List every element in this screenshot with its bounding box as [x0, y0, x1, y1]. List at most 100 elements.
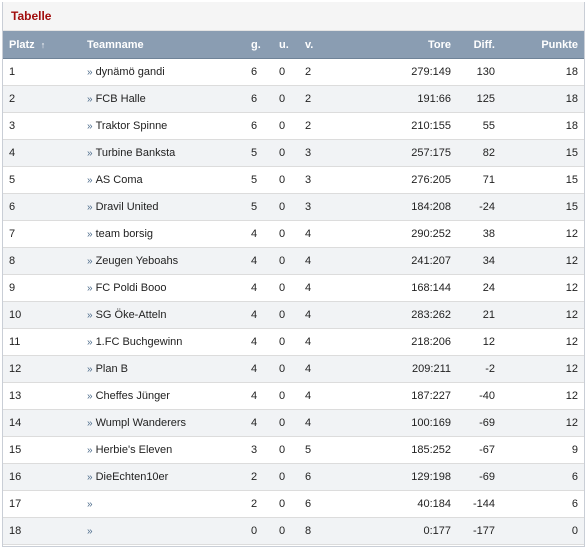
column-header-diff[interactable]: Diff.: [457, 31, 501, 59]
team-link[interactable]: » FCB Halle: [87, 93, 146, 105]
cell-platz: 4: [3, 139, 81, 167]
team-link[interactable]: » team borsig: [87, 228, 153, 240]
cell-platz: 13: [3, 382, 81, 410]
cell-platz: 12: [3, 355, 81, 383]
cell-tore: 290:252: [377, 220, 457, 248]
cell-value-punkte: 18: [565, 93, 578, 105]
cell-tore: 191:66: [377, 85, 457, 113]
cell-team: » Herbie's Eleven: [81, 436, 245, 464]
column-header-v[interactable]: v.: [299, 31, 377, 59]
double-chevron-right-icon: »: [87, 309, 93, 321]
cell-team: » 1.FC Buchgewinn: [81, 328, 245, 356]
column-header-g[interactable]: g.: [245, 31, 273, 59]
team-link[interactable]: » Wumpl Wanderers: [87, 417, 186, 429]
cell-value-u: 0: [279, 201, 286, 213]
cell-g: 6: [245, 85, 273, 113]
column-header-teamname[interactable]: Teamname: [81, 31, 245, 59]
cell-team: » Traktor Spinne: [81, 112, 245, 140]
team-link[interactable]: » Cheffes Jünger: [87, 390, 170, 402]
cell-tore: 100:169: [377, 409, 457, 437]
cell-value-u: 0: [279, 471, 286, 483]
team-name: 1.FC Buchgewinn: [95, 336, 183, 349]
column-header-punkte[interactable]: Punkte: [501, 31, 584, 59]
team-name: AS Coma: [95, 174, 143, 187]
cell-g: 5: [245, 193, 273, 221]
cell-value-tore: 40:184: [417, 498, 451, 510]
cell-value-punkte: 12: [565, 228, 578, 240]
cell-value-u: 0: [279, 525, 286, 537]
team-link[interactable]: » Plan B: [87, 363, 128, 375]
cell-value-g: 0: [251, 525, 258, 537]
cell-value-u: 0: [279, 255, 286, 267]
cell-value-tore: 283:262: [411, 309, 451, 321]
table-row: 7 » team borsig 4 0 4 290:252 38 12: [3, 220, 584, 248]
cell-u: 0: [273, 274, 299, 302]
cell-g: 4: [245, 220, 273, 248]
team-link[interactable]: » AS Coma: [87, 174, 143, 186]
cell-value-tore: 100:169: [411, 417, 451, 429]
cell-value-diff: -40: [479, 390, 495, 402]
cell-u: 0: [273, 517, 299, 545]
cell-value-v: 2: [305, 120, 312, 132]
team-link[interactable]: » DieEchten10er: [87, 471, 168, 483]
cell-diff: 21: [457, 301, 501, 329]
cell-platz: 11: [3, 328, 81, 356]
cell-value-v: 2: [305, 66, 312, 78]
team-link[interactable]: » Turbine Banksta: [87, 147, 175, 159]
team-link[interactable]: » Herbie's Eleven: [87, 444, 172, 456]
column-header-platz[interactable]: Platz ↑: [3, 31, 81, 59]
team-name: dynämö gandi: [95, 66, 165, 79]
cell-value-diff: -177: [472, 525, 495, 537]
cell-tore: 276:205: [377, 166, 457, 194]
cell-u: 0: [273, 463, 299, 491]
team-link[interactable]: »: [87, 526, 96, 537]
cell-value-platz: 17: [9, 498, 22, 510]
cell-u: 0: [273, 58, 299, 86]
cell-tore: 210:155: [377, 112, 457, 140]
team-link[interactable]: »: [87, 499, 96, 510]
cell-g: 4: [245, 382, 273, 410]
cell-value-u: 0: [279, 417, 286, 429]
cell-value-punkte: 6: [571, 471, 578, 483]
cell-value-u: 0: [279, 120, 286, 132]
team-link[interactable]: » SG Öke-Atteln: [87, 309, 166, 321]
team-link[interactable]: » 1.FC Buchgewinn: [87, 336, 182, 348]
column-header-tore[interactable]: Tore: [377, 31, 457, 59]
cell-punkte: 12: [501, 274, 584, 302]
double-chevron-right-icon: »: [87, 444, 93, 456]
team-link[interactable]: » dynämö gandi: [87, 66, 165, 78]
team-link[interactable]: » Traktor Spinne: [87, 120, 167, 132]
team-link[interactable]: » Zeugen Yeboahs: [87, 255, 178, 267]
cell-value-platz: 12: [9, 363, 22, 375]
cell-value-v: 3: [305, 174, 312, 186]
double-chevron-right-icon: »: [87, 201, 93, 213]
column-header-u[interactable]: u.: [273, 31, 299, 59]
cell-team: » DieEchten10er: [81, 463, 245, 491]
cell-value-tore: 218:206: [411, 336, 451, 348]
cell-value-tore: 184:208: [411, 201, 451, 213]
team-name: Cheffes Jünger: [95, 390, 170, 403]
double-chevron-right-icon: »: [87, 499, 93, 510]
team-link[interactable]: » FC Poldi Booo: [87, 282, 167, 294]
cell-g: 6: [245, 112, 273, 140]
cell-platz: 6: [3, 193, 81, 221]
cell-u: 0: [273, 85, 299, 113]
team-link[interactable]: » Dravil United: [87, 201, 159, 213]
cell-g: 6: [245, 58, 273, 86]
cell-platz: 9: [3, 274, 81, 302]
table-row: 4 » Turbine Banksta 5 0 3 257:175 82 15: [3, 139, 584, 167]
cell-value-u: 0: [279, 444, 286, 456]
cell-diff: 82: [457, 139, 501, 167]
cell-u: 0: [273, 409, 299, 437]
cell-value-g: 6: [251, 120, 258, 132]
cell-value-diff: -24: [479, 201, 495, 213]
cell-v: 4: [299, 220, 377, 248]
cell-value-punkte: 18: [565, 120, 578, 132]
cell-value-diff: -144: [472, 498, 495, 510]
cell-value-u: 0: [279, 93, 286, 105]
cell-platz: 10: [3, 301, 81, 329]
cell-tore: 185:252: [377, 436, 457, 464]
cell-value-v: 2: [305, 93, 312, 105]
cell-g: 5: [245, 166, 273, 194]
cell-v: 4: [299, 247, 377, 275]
